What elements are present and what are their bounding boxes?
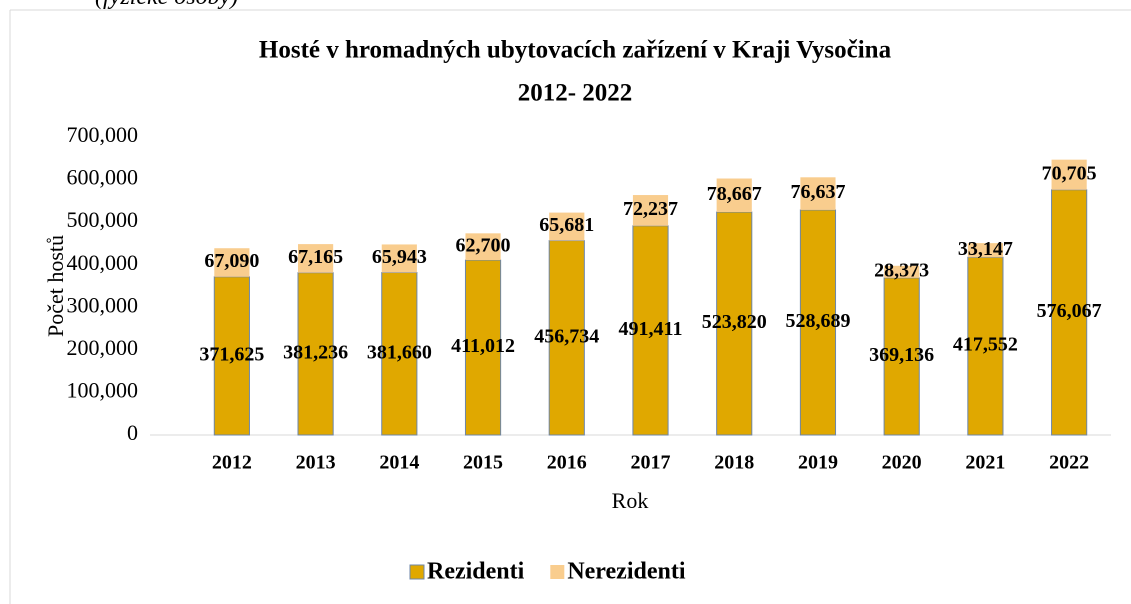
bar-segment (1051, 159, 1087, 190)
bar-segment (214, 248, 250, 277)
x-tick-label: 2017 (631, 452, 671, 474)
x-tick-label: 2012 (212, 452, 252, 474)
bar-segment (884, 265, 920, 278)
x-tick-label: 2015 (463, 452, 503, 474)
data-label: 456,734 (534, 325, 599, 347)
y-tick-label: 700,000 (67, 122, 139, 147)
data-label: 411,012 (451, 335, 515, 357)
data-label: 78,667 (707, 183, 762, 205)
data-label: 65,681 (539, 214, 594, 236)
chart-subtitle: 2012- 2022 (518, 80, 633, 107)
data-label: 523,820 (702, 311, 767, 333)
data-label: 33,147 (958, 238, 1013, 260)
x-tick-label: 2021 (965, 452, 1005, 474)
chart-title: Hosté v hromadných ubytovacích zařízení … (259, 37, 892, 64)
data-label: 62,700 (456, 234, 511, 256)
data-label: 28,373 (874, 259, 929, 281)
data-label: 417,552 (953, 334, 1018, 356)
bar-segment (799, 209, 837, 436)
bar-segment (213, 276, 250, 436)
data-label: 369,136 (869, 344, 934, 366)
bar-segment (632, 225, 669, 436)
x-tick-label: 2014 (379, 452, 419, 474)
y-tick-label: 600,000 (67, 165, 139, 190)
data-label: 576,067 (1037, 300, 1102, 322)
data-label: 70,705 (1042, 162, 1097, 184)
legend-label: Rezidenti (427, 559, 525, 585)
bar-segment (800, 177, 836, 210)
data-label: 528,689 (785, 310, 850, 332)
y-tick-label: 300,000 (67, 292, 139, 317)
bar-segment (548, 240, 585, 436)
data-label: 67,165 (288, 246, 343, 268)
data-label: 67,090 (204, 250, 259, 272)
y-axis-label: Počet hostů (43, 235, 68, 337)
bar-segment (883, 277, 920, 436)
x-tick-label: 2022 (1049, 452, 1089, 474)
bar-segment (549, 212, 585, 241)
data-label: 76,637 (790, 181, 845, 203)
data-label: 65,943 (372, 246, 427, 268)
data-label: 381,236 (283, 341, 348, 363)
x-tick-label: 2013 (296, 452, 336, 474)
bar-segment (465, 233, 501, 261)
bar-segment (716, 178, 752, 213)
x-tick-label: 2020 (882, 452, 922, 474)
bar-segment (716, 211, 753, 436)
bar-segment (381, 244, 417, 273)
y-tick-label: 500,000 (67, 207, 139, 232)
legend-label: Nerezidenti (567, 559, 686, 585)
legend-swatch (550, 565, 565, 579)
y-tick-label: 400,000 (67, 250, 139, 275)
data-label: 72,237 (623, 198, 678, 220)
data-label: 371,625 (199, 343, 264, 365)
bar-segment (967, 256, 1004, 436)
caption: (fyzické osoby) (95, 0, 238, 10)
x-tick-label: 2016 (547, 452, 587, 474)
bar-segment (298, 244, 334, 273)
x-axis-label: Rok (612, 488, 649, 513)
bar-segment (632, 195, 669, 226)
data-label: 381,660 (367, 341, 432, 363)
legend-swatch (409, 564, 425, 580)
y-tick-label: 100,000 (67, 377, 139, 402)
y-tick-label: 200,000 (67, 335, 139, 360)
x-tick-label: 2018 (714, 452, 754, 474)
data-label: 491,411 (619, 318, 683, 340)
bar-segment (967, 243, 1003, 258)
y-tick-label: 0 (127, 420, 138, 445)
bar-segment (1051, 189, 1088, 436)
bar-segment (297, 272, 334, 436)
x-tick-label: 2019 (798, 452, 838, 474)
